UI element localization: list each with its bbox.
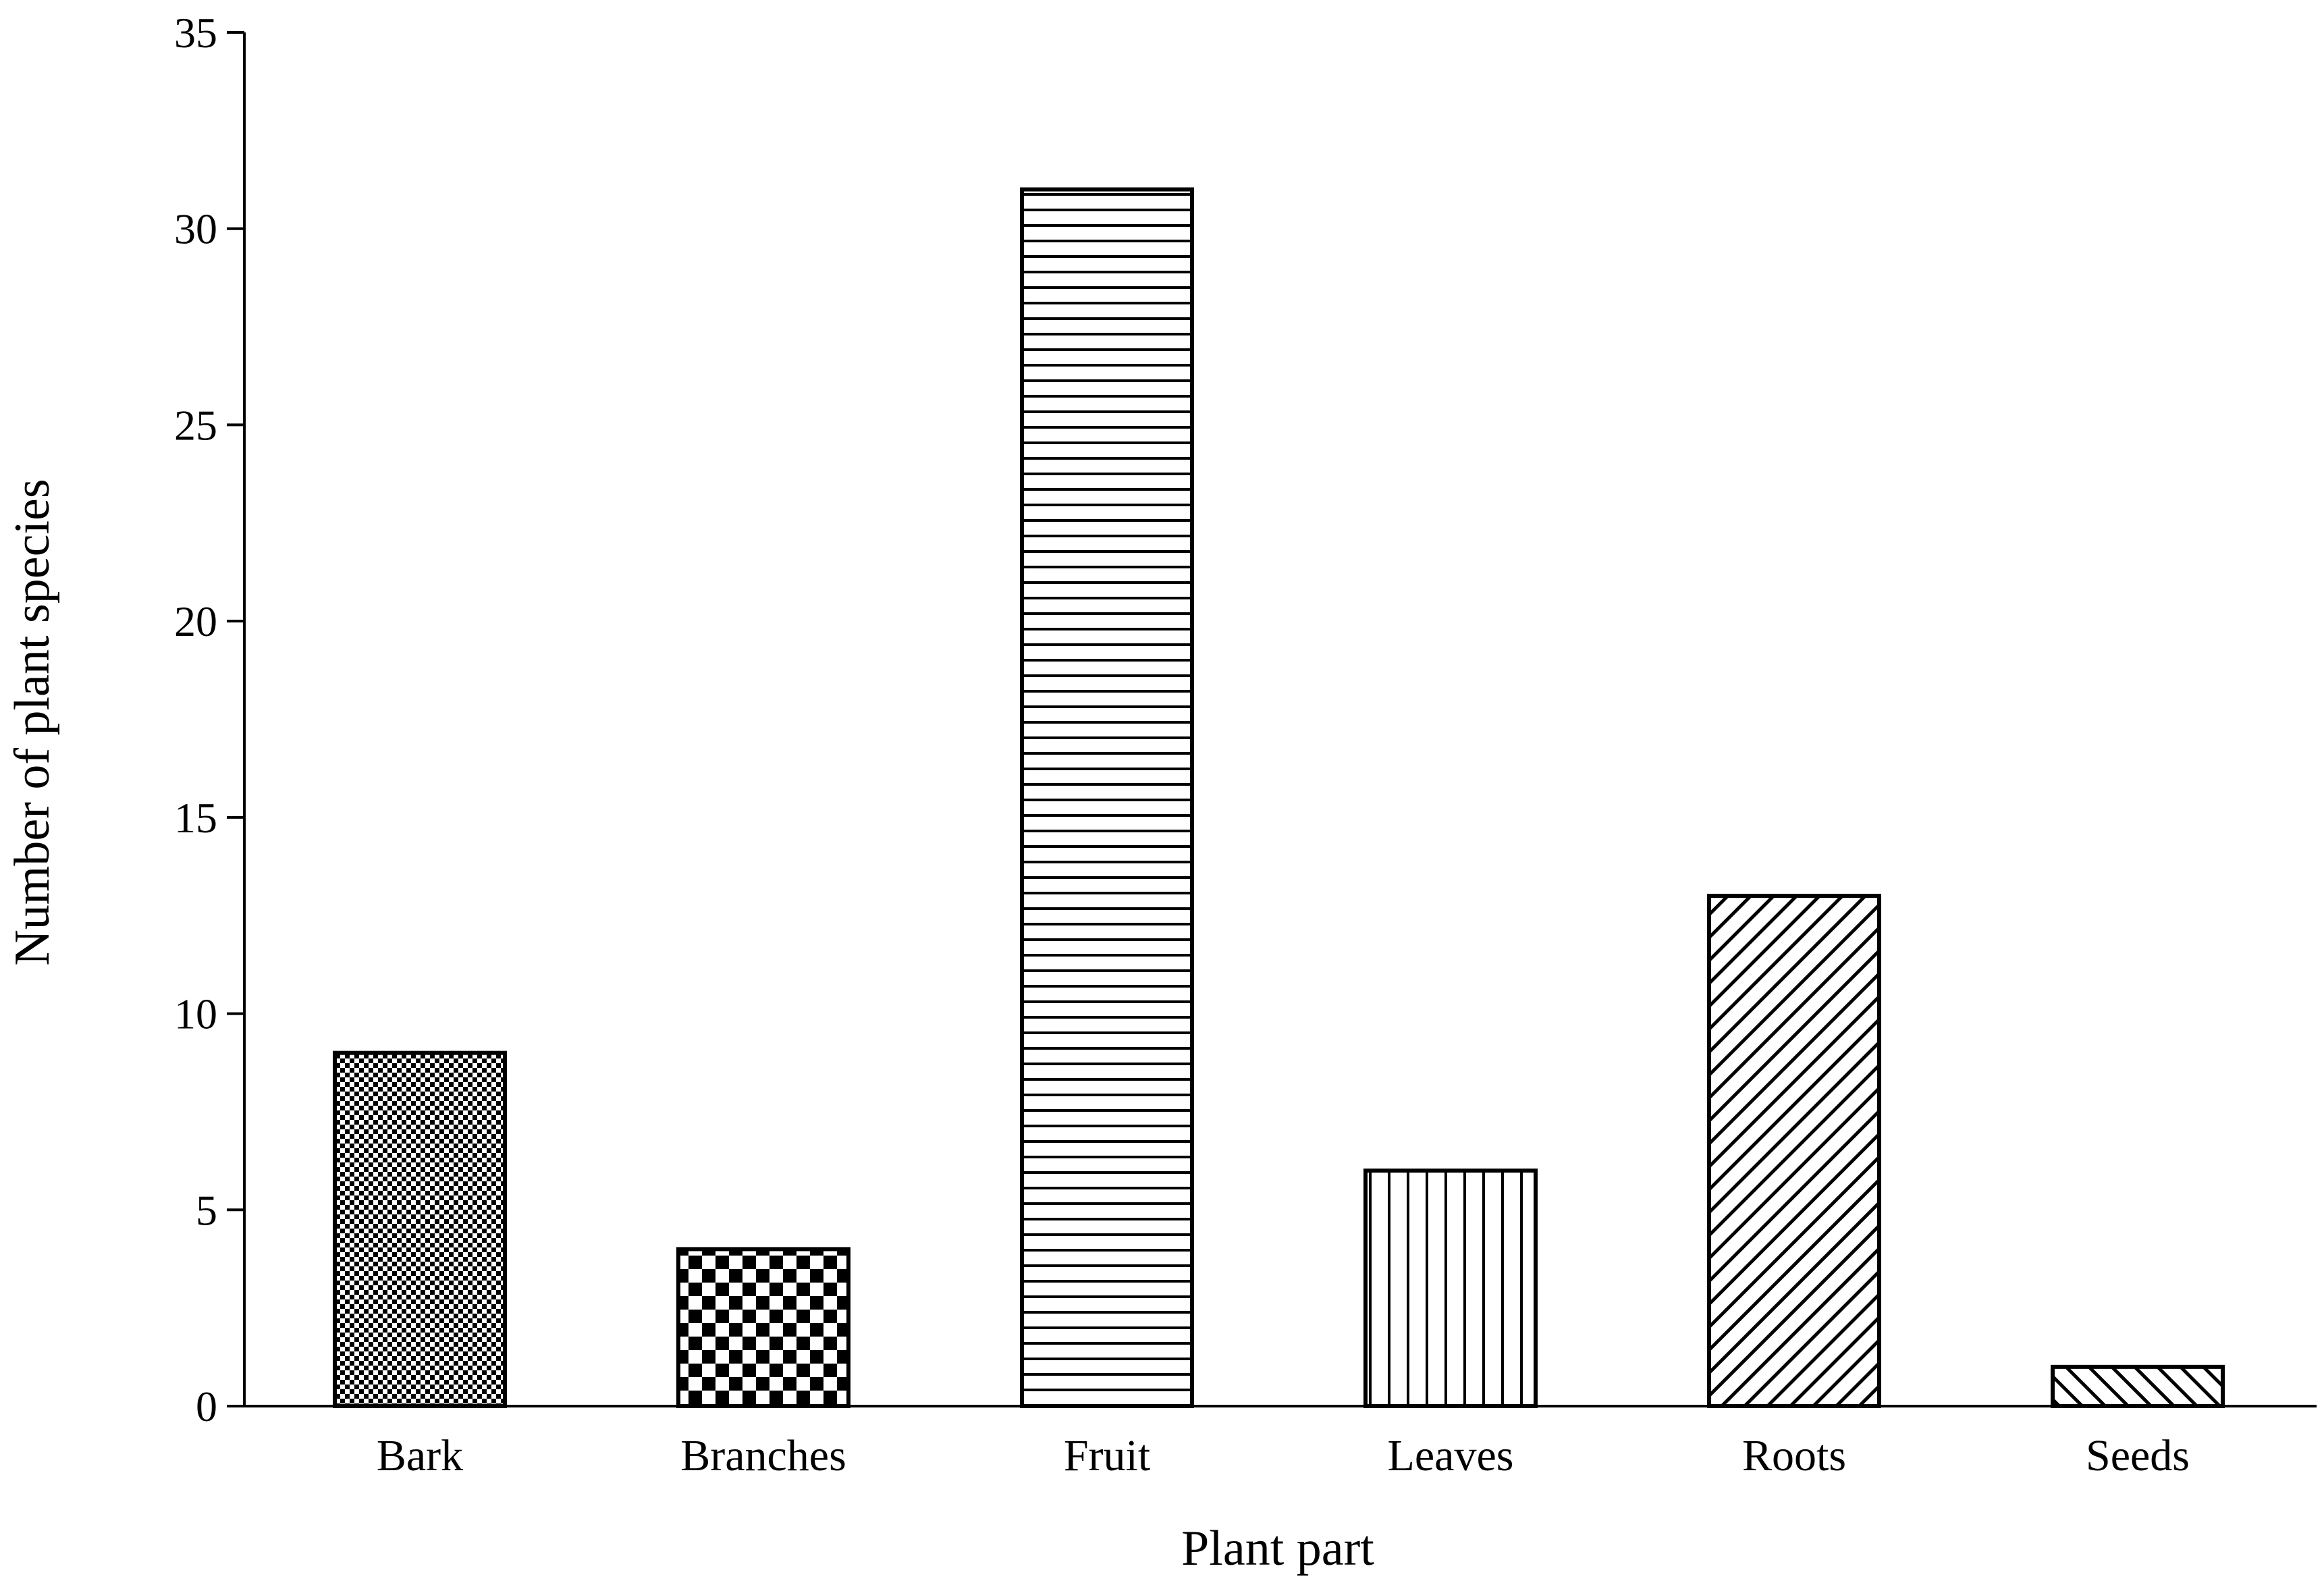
x-axis-title: Plant part xyxy=(1181,1521,1374,1576)
bar-branches xyxy=(676,1247,850,1409)
x-tick-label-roots: Roots xyxy=(1742,1431,1846,1480)
bar-roots xyxy=(1707,894,1881,1408)
y-axis: 0 5 10 15 20 25 30 35 xyxy=(174,9,246,1430)
bar-leaves xyxy=(1363,1168,1538,1408)
y-tick-label: 0 xyxy=(196,1382,217,1430)
bar-seeds xyxy=(2051,1364,2225,1409)
y-tick-label: 15 xyxy=(174,794,217,842)
x-tick-label-branches: Branches xyxy=(680,1431,846,1480)
x-tick-label-leaves: Leaves xyxy=(1388,1431,1514,1480)
category-labels: Bark Branches Fruit Leaves Roots Seeds xyxy=(377,1431,2190,1480)
y-tick-label: 30 xyxy=(174,205,217,253)
bar-fruit xyxy=(1020,187,1194,1409)
y-tick-label: 35 xyxy=(174,9,217,57)
y-tick-label: 10 xyxy=(174,990,217,1038)
x-tick-label-bark: Bark xyxy=(377,1431,463,1480)
x-tick-label-fruit: Fruit xyxy=(1064,1431,1150,1480)
bar-bark xyxy=(333,1050,507,1408)
y-axis-title: Number of plant species xyxy=(5,479,60,965)
bars xyxy=(333,187,2225,1409)
x-tick-label-seeds: Seeds xyxy=(2086,1431,2190,1480)
y-tick-label: 25 xyxy=(174,401,217,449)
y-tick-label: 5 xyxy=(196,1186,217,1234)
y-tick-label: 20 xyxy=(174,597,217,645)
